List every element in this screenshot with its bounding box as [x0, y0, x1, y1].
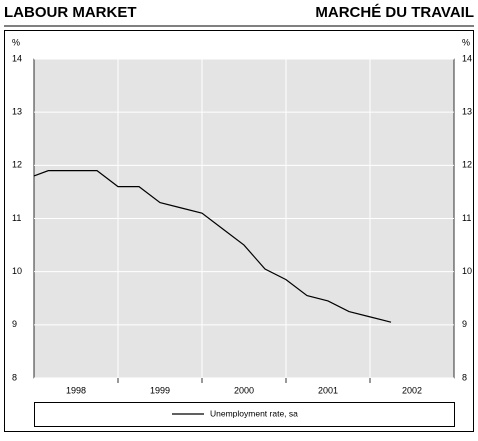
y-tick-label: 12: [12, 160, 22, 170]
chart-title-fr: MARCHÉ DU TRAVAIL: [315, 4, 474, 21]
x-tick-label: 2002: [402, 385, 422, 395]
y-tick-label: 8: [12, 372, 17, 382]
y-tick-label: 11: [12, 213, 21, 223]
legend-label: Unemployment rate, sa: [210, 408, 298, 418]
y-tick-label: 13: [12, 107, 22, 117]
y-tick-label: 9: [12, 319, 17, 329]
y2-tick-label: 9: [462, 319, 467, 329]
y2-tick-label: 14: [462, 53, 472, 63]
y2-tick-label: 11: [462, 213, 471, 223]
chart-title: LABOUR MARKET: [4, 4, 137, 21]
y2-tick-label: 12: [462, 160, 472, 170]
y2-axis-label: %: [462, 37, 470, 47]
legend-box: [34, 402, 455, 427]
y-tick-label: 14: [12, 53, 22, 63]
data-line: [33, 170, 392, 323]
y2-tick-label: 8: [462, 372, 467, 382]
frame: [4, 30, 474, 432]
x-tick-label: 2000: [234, 385, 254, 395]
x-tick-label: 1998: [66, 385, 86, 395]
y2-tick-label: 10: [462, 266, 472, 276]
y-axis-label: %: [12, 37, 20, 47]
y2-tick-label: 13: [462, 107, 472, 117]
x-tick-label: 1999: [150, 385, 170, 395]
y-tick-label: 10: [12, 266, 22, 276]
x-tick-label: 2001: [318, 385, 338, 395]
